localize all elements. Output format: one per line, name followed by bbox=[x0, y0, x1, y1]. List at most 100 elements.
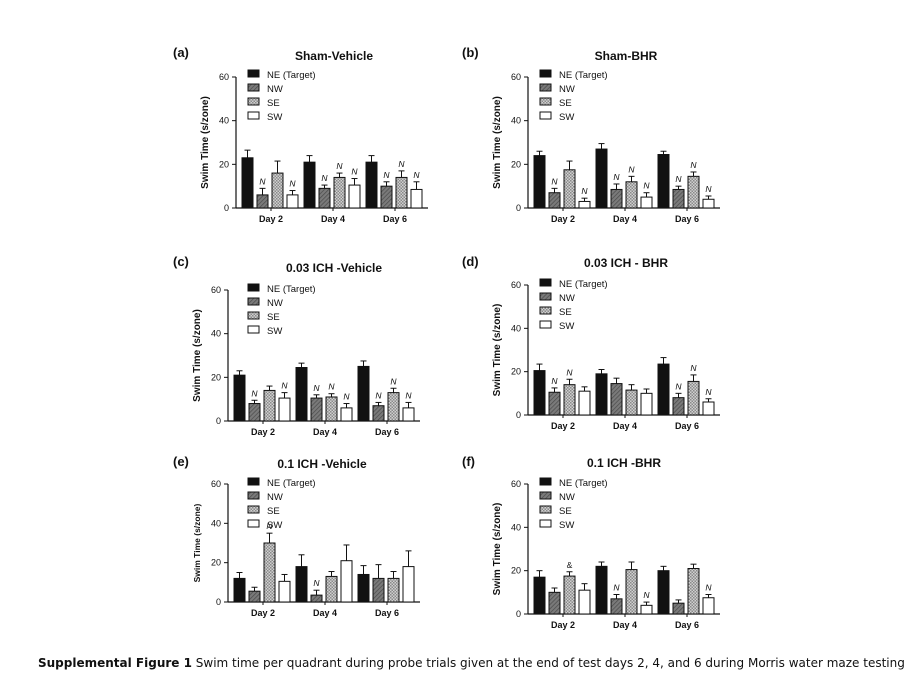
y-tick-label: 20 bbox=[511, 367, 521, 377]
legend-label-nw: NW bbox=[267, 298, 283, 309]
legend-swatch-ne bbox=[247, 69, 260, 78]
bar-se bbox=[325, 575, 338, 603]
y-axis-label: Swim Time (s/zone) bbox=[492, 304, 503, 397]
legend-label-se: SE bbox=[267, 98, 280, 109]
bar-sw bbox=[410, 188, 423, 209]
bar-se bbox=[563, 575, 576, 615]
bar-se bbox=[387, 577, 400, 603]
bar-ne bbox=[241, 157, 254, 209]
bar-nw bbox=[318, 187, 331, 209]
significance-mark: N bbox=[705, 184, 712, 194]
legend-swatch-ne bbox=[539, 477, 552, 486]
x-tick-label: Day 6 bbox=[375, 608, 399, 618]
legend-label-nw: NW bbox=[559, 492, 575, 503]
bar-se bbox=[563, 169, 576, 209]
bar-nw bbox=[548, 591, 561, 615]
y-axis-label: Swim Time (s/zone) bbox=[200, 96, 211, 189]
panel-label: (d) bbox=[462, 254, 479, 269]
caption-text: Swim time per quadrant during probe tria… bbox=[191, 656, 905, 670]
bar-ne bbox=[357, 573, 370, 603]
bar-ne bbox=[295, 566, 308, 603]
y-tick-label: 40 bbox=[211, 518, 221, 528]
chart-panel-c: (c) 0.03 ICH -Vehicle 0 20 40 60 Swim Time (s/… bbox=[173, 254, 420, 437]
bar-sw bbox=[702, 597, 715, 615]
chart-title: 0.1 ICH -Vehicle bbox=[277, 457, 367, 471]
bar-nw bbox=[610, 598, 623, 615]
legend-swatch-se bbox=[539, 505, 552, 514]
y-axis-label: Swim Time (s/zone) bbox=[492, 96, 503, 189]
x-tick-label: Day 2 bbox=[551, 620, 575, 630]
legend-label-sw: SW bbox=[267, 326, 282, 337]
chart-title: 0.03 ICH -Vehicle bbox=[286, 261, 382, 275]
significance-mark: N bbox=[628, 164, 635, 174]
legend-label-nw: NW bbox=[559, 293, 575, 304]
x-tick-label: Day 2 bbox=[551, 214, 575, 224]
y-axis-label: Swim Time (s/zone) bbox=[192, 309, 203, 402]
legend-label-ne: NE (Target) bbox=[559, 70, 608, 81]
x-tick-label: Day 4 bbox=[321, 214, 345, 224]
y-tick-label: 60 bbox=[511, 72, 521, 82]
chart-title: 0.03 ICH - BHR bbox=[584, 256, 668, 270]
legend-swatch-nw bbox=[539, 292, 552, 301]
legend-label-se: SE bbox=[559, 307, 572, 318]
bar-se bbox=[263, 542, 276, 603]
significance-mark: N bbox=[613, 172, 620, 182]
bar-nw bbox=[610, 188, 623, 209]
bar-se bbox=[625, 181, 638, 209]
bar-ne bbox=[303, 161, 316, 209]
legend-label-ne: NE (Target) bbox=[267, 70, 316, 81]
legend-swatch-sw bbox=[539, 519, 552, 528]
significance-mark: N bbox=[259, 176, 266, 186]
chart-title: 0.1 ICH -BHR bbox=[587, 456, 661, 470]
legend-label-se: SE bbox=[267, 312, 280, 323]
y-tick-label: 60 bbox=[211, 479, 221, 489]
significance-mark: N bbox=[643, 181, 650, 191]
bar-nw bbox=[248, 590, 261, 603]
panel-label: (e) bbox=[173, 454, 189, 469]
y-tick-label: 60 bbox=[511, 280, 521, 290]
bar-ne bbox=[533, 155, 546, 209]
bar-sw bbox=[640, 196, 653, 209]
significance-mark: N bbox=[581, 186, 588, 196]
legend-label-nw: NW bbox=[267, 84, 283, 95]
bar-ne bbox=[365, 161, 378, 209]
bar-sw bbox=[278, 397, 291, 422]
legend-label-sw: SW bbox=[559, 112, 574, 123]
chart-panel-e: (e) 0.1 ICH -Vehicle 0 20 40 60 Swim Time (s/z… bbox=[173, 454, 420, 618]
legend-label-se: SE bbox=[559, 98, 572, 109]
legend-swatch-sw bbox=[247, 519, 260, 528]
chart-panel-b: (b) Sham-BHR 0 20 40 60 Swim Time (s/zone) Day … bbox=[462, 45, 720, 224]
bar-sw bbox=[340, 560, 353, 603]
bar-nw bbox=[372, 577, 385, 603]
bar-sw bbox=[278, 580, 291, 603]
bar-nw bbox=[372, 405, 385, 422]
significance-mark: N bbox=[289, 179, 296, 189]
significance-mark: N bbox=[328, 382, 335, 392]
y-tick-label: 0 bbox=[216, 597, 221, 607]
legend-swatch-sw bbox=[539, 111, 552, 120]
bar-sw bbox=[640, 392, 653, 416]
bar-se bbox=[263, 389, 276, 422]
x-tick-label: Day 6 bbox=[375, 427, 399, 437]
bar-nw bbox=[310, 594, 323, 603]
bar-nw bbox=[672, 602, 685, 615]
bar-sw bbox=[402, 566, 415, 603]
bar-sw bbox=[286, 194, 299, 209]
chart-panel-a: (a) Sham-Vehicle 0 20 40 60 Swim Time (s/zone)… bbox=[173, 45, 428, 224]
y-tick-label: 40 bbox=[511, 116, 521, 126]
bar-ne bbox=[295, 367, 308, 422]
significance-mark: N bbox=[675, 381, 682, 391]
legend-swatch-sw bbox=[247, 111, 260, 120]
bar-ne bbox=[233, 577, 246, 603]
bar-nw bbox=[256, 194, 269, 209]
chart-panel-f: (f) 0.1 ICH -BHR 0 20 40 60 Swim Time (s/zone)… bbox=[462, 454, 720, 630]
x-tick-label: Day 6 bbox=[383, 214, 407, 224]
bar-nw bbox=[672, 397, 685, 416]
y-axis-label: Swim Time (s/zone) bbox=[192, 503, 202, 582]
bar-sw bbox=[702, 198, 715, 209]
bar-se bbox=[271, 172, 284, 209]
x-tick-label: Day 2 bbox=[251, 427, 275, 437]
bar-nw bbox=[672, 188, 685, 209]
y-tick-label: 20 bbox=[511, 566, 521, 576]
bar-sw bbox=[702, 401, 715, 416]
